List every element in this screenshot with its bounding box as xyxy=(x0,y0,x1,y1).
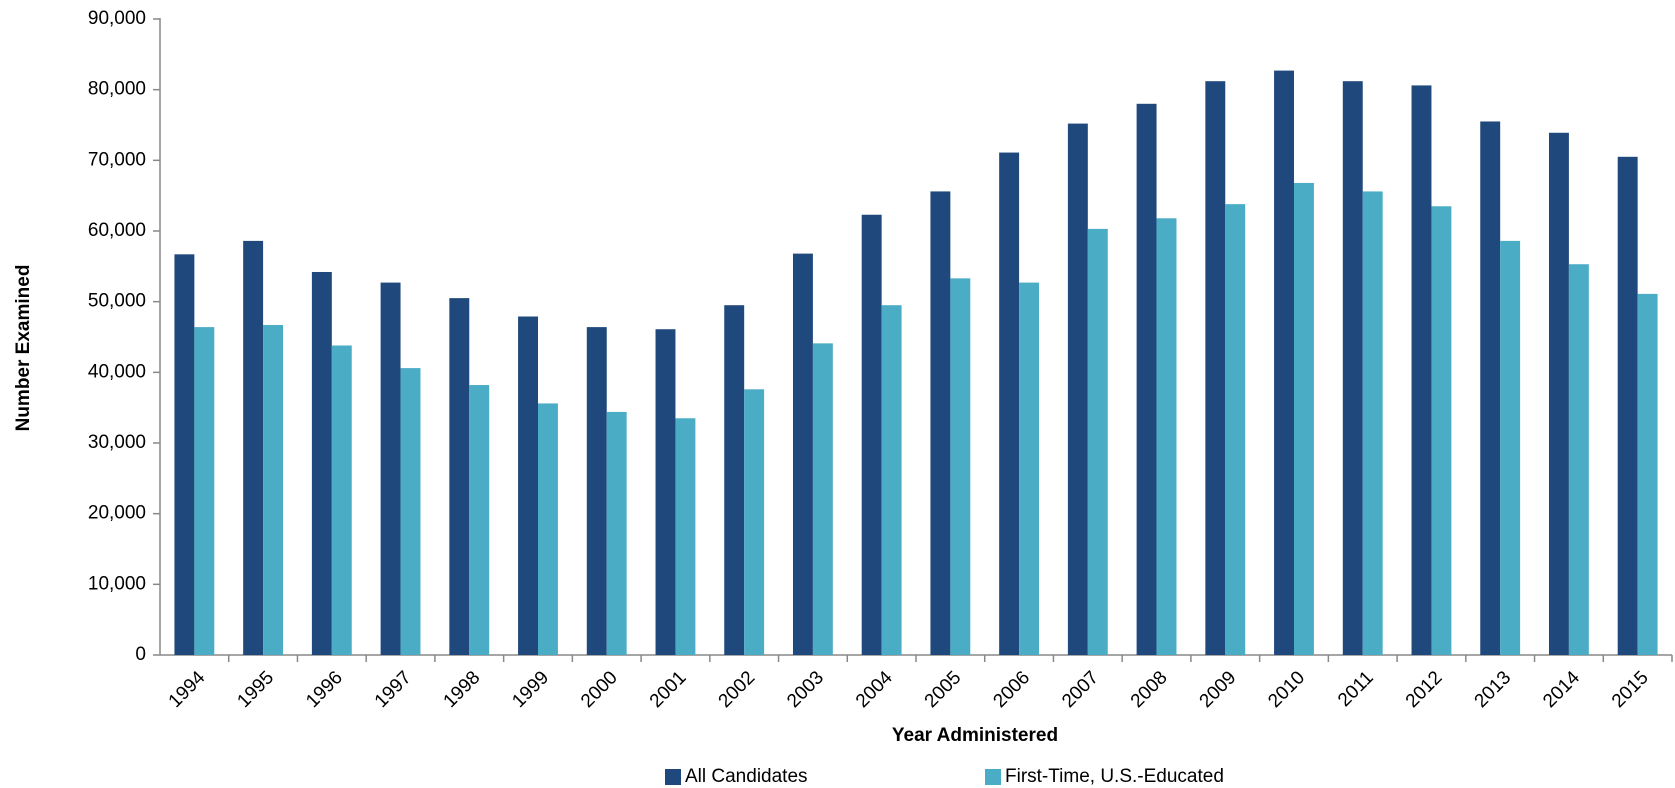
bar xyxy=(469,385,490,655)
bar xyxy=(1342,81,1363,656)
bar xyxy=(263,324,284,655)
x-tick-label: 2012 xyxy=(1402,667,1447,712)
x-tick-label: 2014 xyxy=(1539,667,1584,712)
y-axis-title: Number Examined xyxy=(13,265,34,432)
bar xyxy=(1136,103,1157,656)
x-tick-label: 2005 xyxy=(921,667,966,712)
x-tick-label: 1997 xyxy=(371,667,416,712)
bar xyxy=(950,278,971,655)
bar xyxy=(1087,228,1108,655)
bar xyxy=(1500,240,1521,656)
bar xyxy=(881,305,902,655)
bar xyxy=(586,327,607,655)
x-tick-label: 1996 xyxy=(302,667,347,712)
bar xyxy=(1225,204,1246,655)
legend-swatch xyxy=(665,769,681,785)
bar xyxy=(1205,81,1226,656)
bar xyxy=(1362,191,1383,655)
bar xyxy=(331,345,352,655)
bar xyxy=(861,214,882,655)
x-axis-title: Year Administered xyxy=(892,725,1058,746)
bar xyxy=(792,253,813,655)
legend-label: All Candidates xyxy=(685,766,808,787)
bar xyxy=(724,305,745,655)
x-tick-label: 1999 xyxy=(508,667,553,712)
x-tick-label: 2003 xyxy=(783,667,828,712)
bar xyxy=(675,418,696,655)
bar xyxy=(538,403,558,655)
bar xyxy=(606,411,627,655)
x-tick-label: 2001 xyxy=(646,667,691,712)
x-tick-label: 2006 xyxy=(989,667,1034,712)
x-tick-label: 2008 xyxy=(1127,667,1172,712)
x-tick-label: 2009 xyxy=(1196,667,1241,712)
bar xyxy=(1411,85,1432,656)
bar xyxy=(1274,70,1294,655)
y-tick-label: 40,000 xyxy=(88,361,146,382)
x-tick-label: 2011 xyxy=(1334,667,1378,711)
x-tick-label: 1994 xyxy=(165,667,210,712)
bar xyxy=(1548,132,1569,656)
y-tick-label: 30,000 xyxy=(88,432,146,453)
x-tick-label: 2015 xyxy=(1608,667,1653,712)
y-tick-label: 20,000 xyxy=(88,503,146,524)
bar xyxy=(1294,182,1314,656)
y-tick-label: 90,000 xyxy=(88,8,146,29)
legend-swatch xyxy=(985,769,1001,785)
bar xyxy=(1637,293,1658,655)
y-tick-label: 10,000 xyxy=(88,573,146,594)
bar xyxy=(1067,123,1088,655)
legend-label: First-Time, U.S.-Educated xyxy=(1005,766,1224,787)
y-tick-label: 50,000 xyxy=(88,291,146,312)
y-tick-label: 80,000 xyxy=(88,79,146,100)
x-tick-label: 2000 xyxy=(577,667,622,712)
x-tick-label: 2007 xyxy=(1058,667,1103,712)
bar xyxy=(1568,264,1589,655)
x-tick-label: 1995 xyxy=(233,667,278,712)
bar xyxy=(174,254,195,655)
bar xyxy=(999,152,1020,655)
x-tick-label: 2010 xyxy=(1264,667,1309,712)
bar xyxy=(380,282,401,655)
bar xyxy=(1019,282,1040,655)
bar xyxy=(194,327,215,655)
bar xyxy=(1156,218,1177,655)
bar xyxy=(449,298,470,655)
y-tick-label: 70,000 xyxy=(88,149,146,170)
bar xyxy=(655,329,676,655)
bar xyxy=(1617,156,1638,656)
x-tick-label: 2013 xyxy=(1471,667,1516,712)
x-tick-label: 1998 xyxy=(440,667,485,712)
x-tick-label: 2002 xyxy=(715,667,760,712)
x-tick-label: 2004 xyxy=(852,667,897,712)
bar xyxy=(744,389,765,655)
bar xyxy=(1480,121,1501,655)
y-tick-label: 0 xyxy=(135,644,146,665)
y-tick-label: 60,000 xyxy=(88,220,146,241)
bar xyxy=(311,271,332,655)
bar xyxy=(243,240,264,656)
bar xyxy=(1431,206,1452,655)
bar xyxy=(400,368,421,655)
bar xyxy=(518,316,538,655)
bar xyxy=(812,343,833,655)
bar xyxy=(930,191,951,655)
